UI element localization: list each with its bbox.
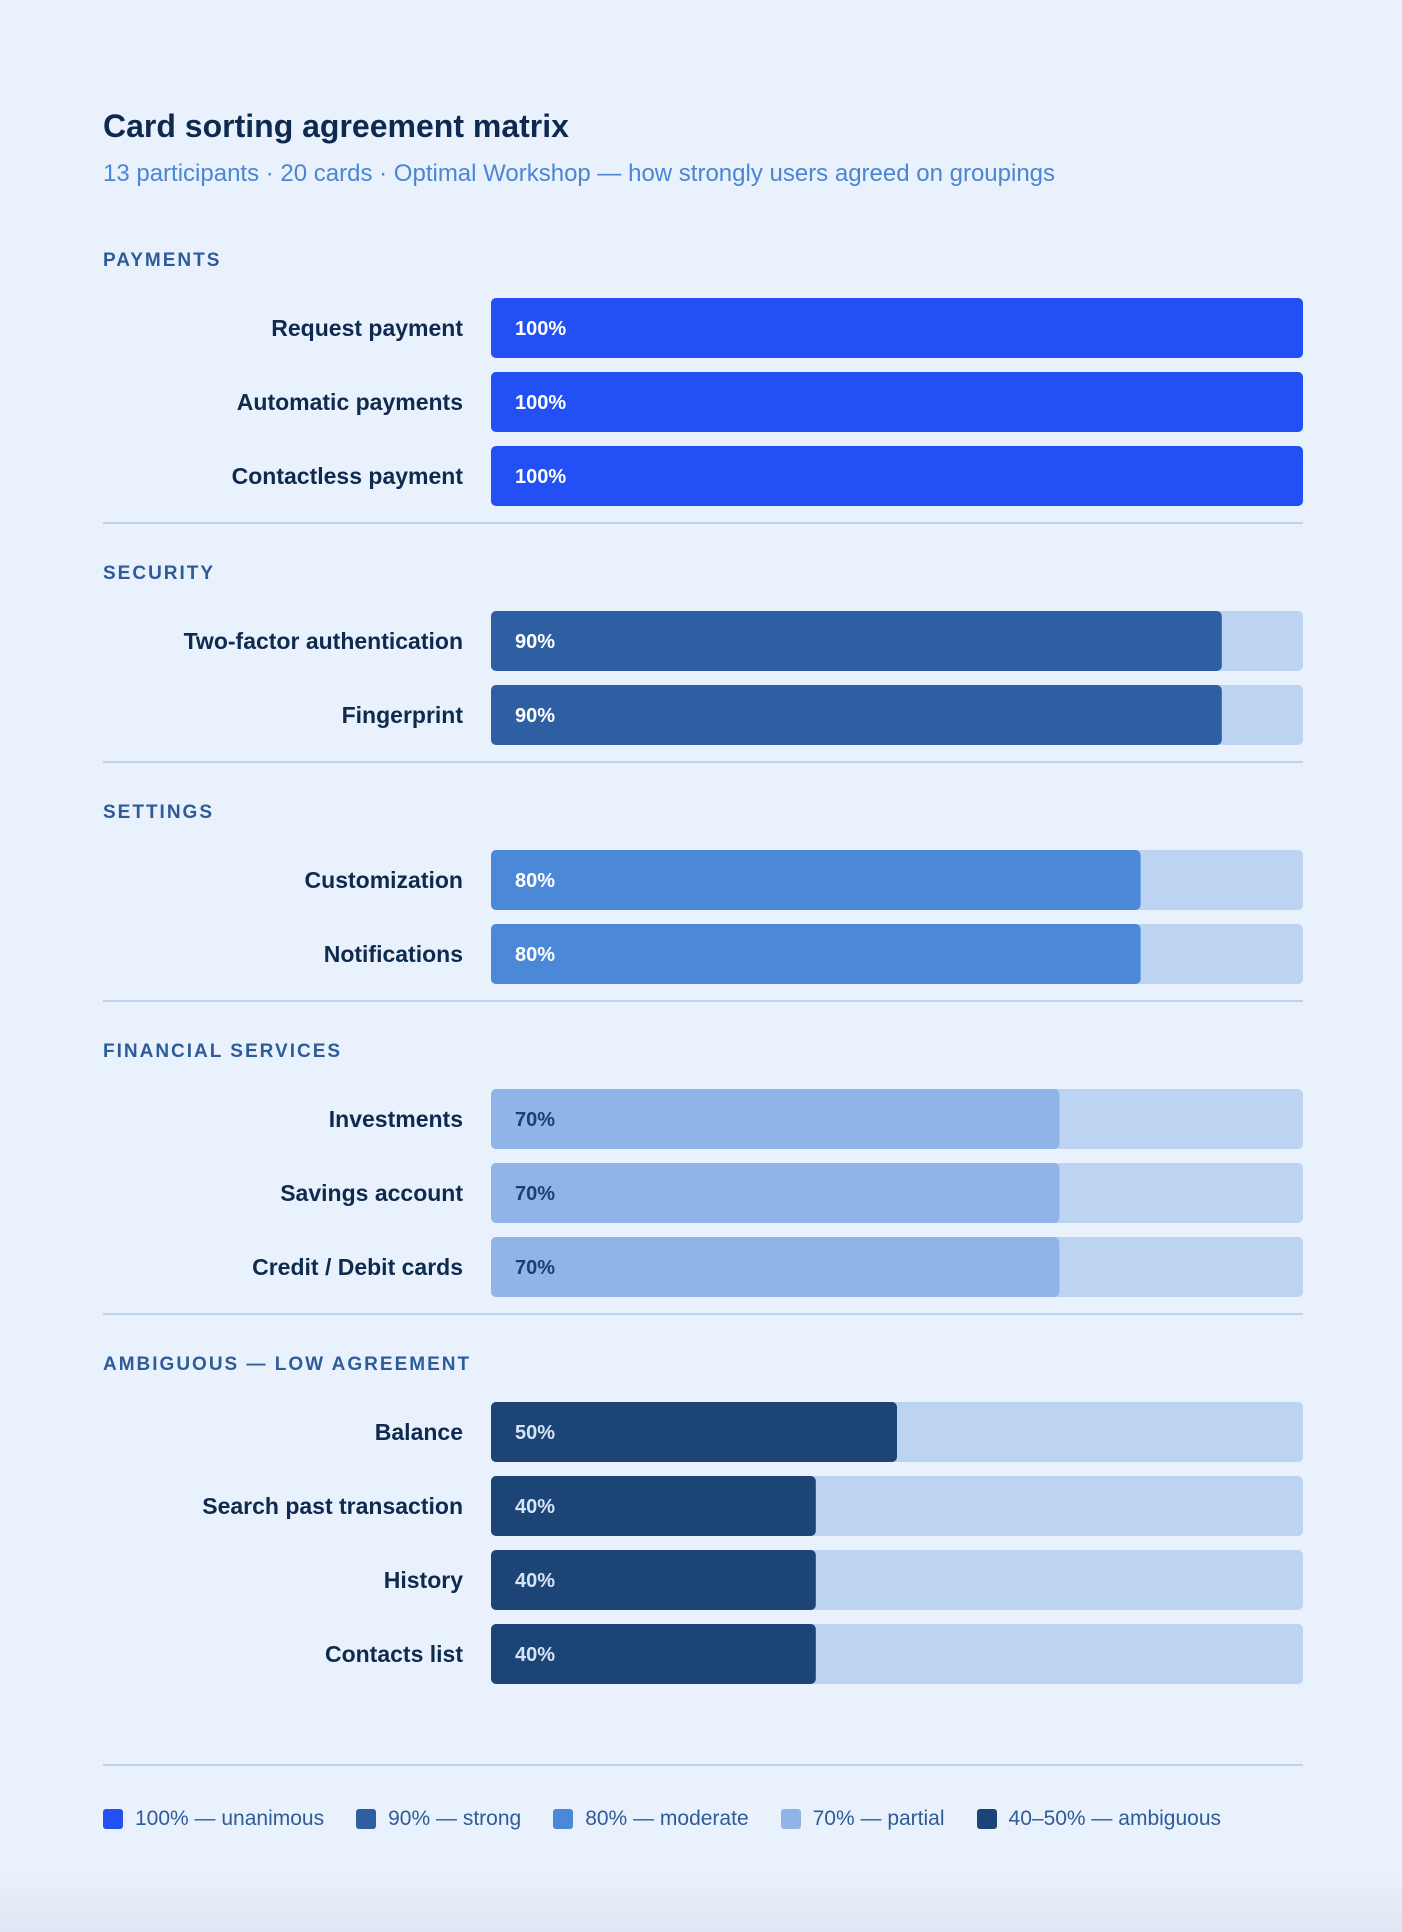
bottom-fade [0,1872,1402,1932]
bar-value-label-two-factor-authentication: 90% [515,631,555,653]
bar-value-label-contactless-payment: 100% [515,466,566,488]
legend-item-ambiguous: 40–50% — ambiguous [976,1807,1222,1831]
bar-two-factor-authentication [491,611,1222,671]
bar-balance [491,1402,897,1462]
bar-fingerprint [491,685,1222,745]
legend-label-strong: 90% — strong [388,1807,522,1830]
bar-customization [491,850,1141,910]
bar-value-label-customization: 80% [515,870,555,892]
row-label-two-factor-authentication: Two-factor authentication [184,628,463,654]
bar-history [491,1550,816,1610]
bar-request-payment [491,298,1303,358]
bar-value-label-fingerprint: 90% [515,705,555,727]
row-label-history: History [384,1567,463,1593]
legend-label-moderate: 80% — moderate [585,1807,749,1830]
group-heading-financial-services: FINANCIAL SERVICES [103,1041,342,1062]
bar-investments [491,1089,1060,1149]
bar-value-label-history: 40% [515,1570,555,1592]
group-heading-settings: SETTINGS [103,802,214,823]
bar-value-label-automatic-payments: 100% [515,392,566,414]
row-label-customization: Customization [305,867,463,893]
bar-value-label-credit-debit-cards: 70% [515,1257,555,1279]
legend-item-partial: 70% — partial [780,1807,945,1831]
row-label-credit-debit-cards: Credit / Debit cards [252,1254,463,1280]
bar-search-past-transaction [491,1476,816,1536]
bar-value-label-investments: 70% [515,1109,555,1131]
legend-swatch-ambiguous [976,1809,997,1829]
row-label-balance: Balance [375,1419,463,1445]
row-label-request-payment: Request payment [271,315,463,341]
bar-value-label-contacts-list: 40% [515,1644,555,1666]
row-label-automatic-payments: Automatic payments [237,389,463,415]
legend-label-ambiguous: 40–50% — ambiguous [1008,1807,1222,1830]
bar-value-label-search-past-transaction: 40% [515,1496,555,1518]
bar-contacts-list [491,1624,816,1684]
row-label-search-past-transaction: Search past transaction [202,1493,463,1519]
bar-credit-debit-cards [491,1237,1060,1297]
legend-label-unanimous: 100% — unanimous [135,1807,325,1830]
legend-swatch-unanimous [103,1809,123,1829]
legend-item-unanimous: 100% — unanimous [103,1807,324,1831]
bar-notifications [491,924,1141,984]
bar-value-label-savings-account: 70% [515,1183,555,1205]
row-label-fingerprint: Fingerprint [342,702,464,728]
legend-swatch-strong [356,1809,377,1829]
group-heading-payments: PAYMENTS [103,250,221,271]
row-label-contacts-list: Contacts list [325,1641,463,1667]
legend-swatch-moderate [553,1809,574,1829]
row-label-contactless-payment: Contactless payment [232,463,464,489]
group-heading-ambiguous-low-agreement: AMBIGUOUS — LOW AGREEMENT [103,1354,471,1375]
chart-title: Card sorting agreement matrix [103,108,569,144]
group-heading-security: SECURITY [103,563,215,584]
row-label-savings-account: Savings account [280,1180,463,1206]
bar-savings-account [491,1163,1060,1223]
legend-swatch-partial [780,1809,801,1829]
legend-label-partial: 70% — partial [812,1807,945,1830]
bar-contactless-payment [491,446,1303,506]
bar-value-label-notifications: 80% [515,944,555,966]
legend: 100% — unanimous 90% — strong 80% — mode… [103,1807,1221,1831]
legend-item-moderate: 80% — moderate [553,1807,749,1831]
row-label-notifications: Notifications [324,941,463,967]
bar-automatic-payments [491,372,1303,432]
legend-item-strong: 90% — strong [356,1807,521,1831]
bar-value-label-request-payment: 100% [515,318,566,340]
chart-subtitle: 13 participants · 20 cards · Optimal Wor… [103,160,1056,187]
row-label-investments: Investments [329,1106,463,1132]
bar-value-label-balance: 50% [515,1422,555,1444]
